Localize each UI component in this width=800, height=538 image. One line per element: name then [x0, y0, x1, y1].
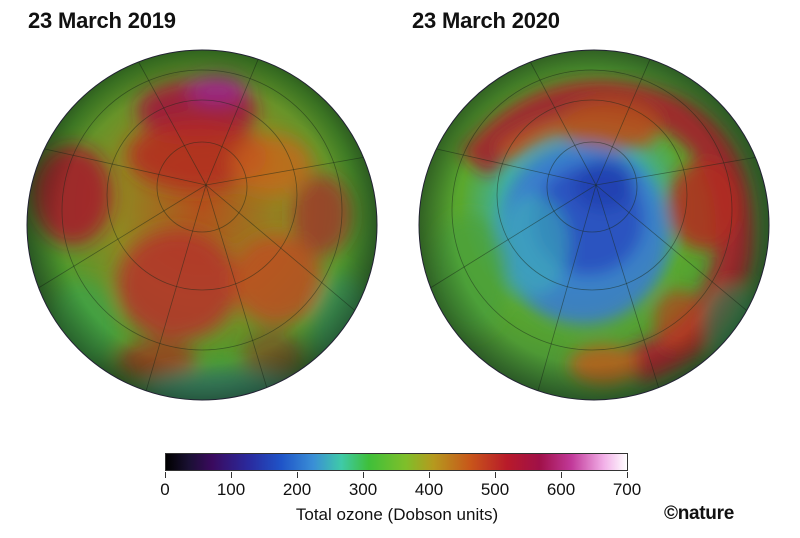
panel-title-2020: 23 March 2020	[412, 8, 560, 33]
colorbar-ticks	[165, 472, 628, 480]
tick-label: 600	[546, 480, 576, 499]
tick-label: 200	[282, 480, 312, 499]
colorbar-axis-label: Total ozone (Dobson units)	[295, 505, 499, 524]
tick-mark	[297, 472, 298, 478]
tick-label: 100	[216, 480, 246, 499]
tick-mark	[627, 472, 628, 478]
tick-label: 500	[480, 480, 510, 499]
colorbar-gradient	[165, 453, 628, 471]
ozone-globe-2020	[414, 45, 774, 405]
tick-label: 0	[160, 480, 170, 499]
tick-mark	[363, 472, 364, 478]
tick-label: 300	[348, 480, 378, 499]
tick-label: 400	[414, 480, 444, 499]
panel-title-2019: 23 March 2019	[28, 8, 176, 33]
tick-mark	[165, 472, 166, 478]
credit-logo: ©nature	[664, 503, 734, 524]
tick-mark	[495, 472, 496, 478]
tick-mark	[429, 472, 430, 478]
ozone-globe-2019	[22, 45, 382, 405]
tick-mark	[561, 472, 562, 478]
tick-mark	[231, 472, 232, 478]
tick-label: 700	[612, 480, 642, 499]
ozone-colorbar	[165, 453, 628, 473]
